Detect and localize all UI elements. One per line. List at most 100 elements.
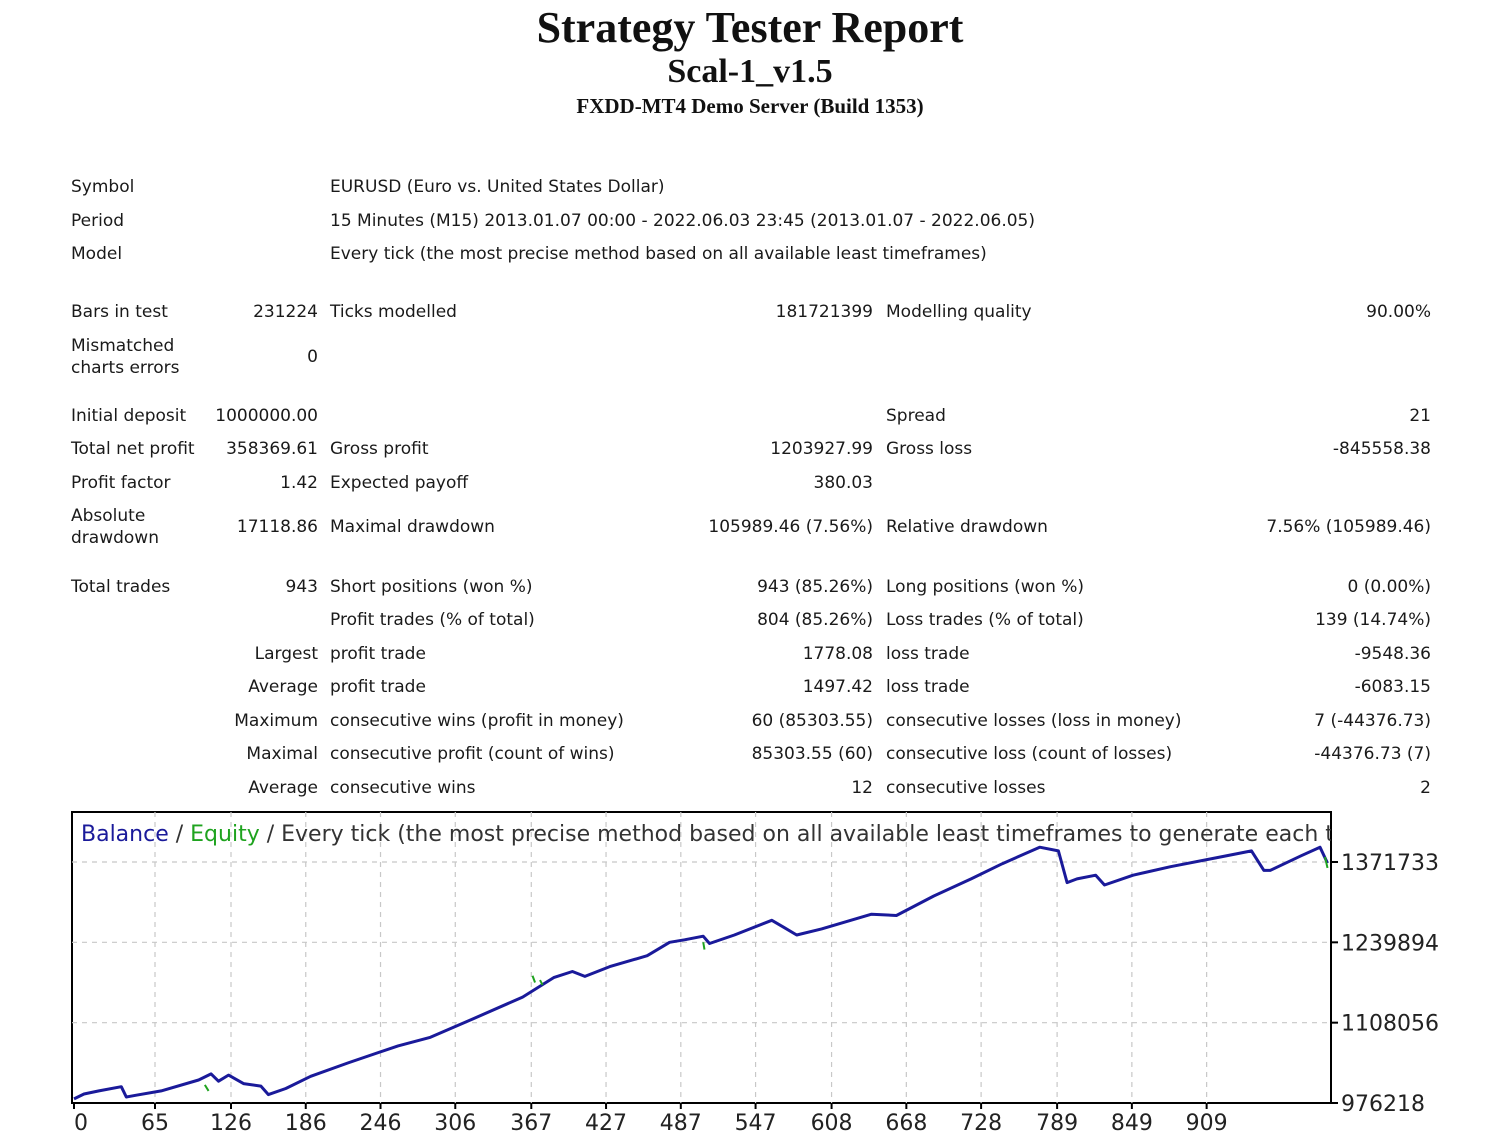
x-tick-label: 306: [434, 1111, 476, 1136]
x-tick-label: 547: [735, 1111, 777, 1136]
largest-profit-label: profit trade: [330, 644, 426, 664]
avg-wins-label: consecutive wins: [330, 778, 476, 798]
x-axis: 0 65 126 186 246 306 367 427 487 547 608 668 728 789 8…: [73, 1103, 1228, 1136]
largest-profit-value: 1778.08: [802, 644, 873, 664]
deposit-label: Initial deposit: [71, 406, 187, 426]
equity-dip: [702, 942, 706, 950]
trades-label: Total trades: [71, 577, 171, 597]
x-tick-label: 789: [1036, 1111, 1078, 1136]
legend-balance: Balance: [81, 822, 169, 847]
x-tick-label: 608: [811, 1111, 853, 1136]
max-losses-value: 7 (-44376.73): [1314, 711, 1431, 731]
maximum-label: Maximum: [234, 711, 318, 731]
period-label: Period: [71, 211, 125, 231]
grossprofit-value: 1203927.99: [770, 439, 873, 459]
mismatch-label: Mismatched charts errors: [71, 336, 180, 378]
equity-dip: [539, 979, 544, 986]
symbol-value: EURUSD (Euro vs. United States Dollar): [330, 177, 665, 197]
avg-losses-value: 2: [1420, 778, 1431, 798]
reldd-value: 7.56% (105989.46): [1266, 517, 1431, 537]
period-value: 15 Minutes (M15) 2013.01.07 00:00 - 2022…: [330, 211, 1036, 231]
grossloss-value: -845558.38: [1332, 439, 1431, 459]
legend-sep: /: [169, 822, 190, 847]
x-tick-label: 427: [585, 1111, 627, 1136]
maximal-profit-value: 85303.55 (60): [751, 744, 873, 764]
legend-description: / Every tick (the most precise method ba…: [260, 822, 1479, 847]
y-tick-label: 1239894: [1341, 931, 1439, 956]
netprofit-label: Total net profit: [71, 439, 195, 459]
symbol-label: Symbol: [71, 177, 135, 197]
model-label: Model: [71, 244, 123, 264]
reldd-label: Relative drawdown: [886, 517, 1048, 537]
ltrades-value: 139 (14.74%): [1315, 610, 1431, 630]
model-value: Every tick (the most precise method base…: [330, 244, 987, 264]
x-tick-label: 849: [1111, 1111, 1153, 1136]
largest-loss-label: loss trade: [886, 644, 970, 664]
spread-value: 21: [1409, 406, 1431, 426]
balance-line: [73, 845, 1329, 1101]
x-tick-label: 65: [141, 1111, 169, 1136]
x-tick-label: 728: [960, 1111, 1002, 1136]
average-profit-label: profit trade: [330, 677, 426, 697]
bars-label: Bars in test: [71, 302, 168, 322]
ptrades-label: Profit trades (% of total): [330, 610, 535, 630]
y-tick-label: 1108056: [1341, 1012, 1439, 1037]
ticks-value: 181721399: [775, 302, 873, 322]
ltrades-label: Loss trades (% of total): [886, 610, 1084, 630]
maximal-loss-value: -44376.73 (7): [1314, 744, 1431, 764]
mismatch-value: 0: [307, 347, 318, 367]
quality-value: 90.00%: [1366, 302, 1431, 322]
max-losses-label: consecutive losses (loss in money): [886, 711, 1182, 731]
chart-legend: Balance / Equity / Every tick (the most …: [81, 822, 1479, 847]
average-loss-value: -6083.15: [1354, 677, 1431, 697]
expert-name: Scal-1_v1.5: [667, 53, 833, 90]
equity-dip: [1324, 856, 1329, 869]
x-tick-label: 367: [510, 1111, 552, 1136]
absdd-label: Absolute drawdown: [71, 506, 159, 548]
avg-losses-label: consecutive losses: [886, 778, 1046, 798]
ptrades-value: 804 (85.26%): [757, 610, 873, 630]
avg-wins-value: 12: [851, 778, 873, 798]
x-tick-label: 668: [885, 1111, 927, 1136]
maxdd-label: Maximal drawdown: [330, 517, 495, 537]
spread-label: Spread: [886, 406, 946, 426]
x-tick-label: 487: [660, 1111, 702, 1136]
largest-label: Largest: [254, 644, 318, 664]
quality-label: Modelling quality: [886, 302, 1032, 322]
maxdd-value: 105989.46 (7.56%): [708, 517, 873, 537]
short-label: Short positions (won %): [330, 577, 533, 597]
ticks-label: Ticks modelled: [330, 302, 457, 322]
x-tick-label: 246: [360, 1111, 402, 1136]
equity-dip: [203, 1084, 210, 1092]
max-wins-label: consecutive wins (profit in money): [330, 711, 624, 731]
netprofit-value: 358369.61: [226, 439, 318, 459]
payoff-label: Expected payoff: [330, 473, 469, 493]
equity-dip: [531, 975, 536, 983]
long-label: Long positions (won %): [886, 577, 1085, 597]
average-label: Average: [248, 677, 318, 697]
x-tick-label: 126: [210, 1111, 252, 1136]
largest-loss-value: -9548.36: [1354, 644, 1431, 664]
report-title: Strategy Tester Report: [536, 3, 964, 52]
x-tick-label: 909: [1186, 1111, 1228, 1136]
short-value: 943 (85.26%): [757, 577, 873, 597]
chart-grid: [72, 812, 1331, 1103]
y-axis: 1371733 1239894 1108056 976218: [1331, 851, 1439, 1117]
deposit-value: 1000000.00: [215, 406, 318, 426]
server-name: FXDD-MT4 Demo Server (Build 1353): [576, 94, 924, 118]
maximal-label: Maximal: [246, 744, 318, 764]
maximal-profit-label: consecutive profit (count of wins): [330, 744, 615, 764]
average-profit-value: 1497.42: [802, 677, 873, 697]
balance-equity-chart: 1371733 1239894 1108056 976218 0 65 126 186 246…: [71, 811, 1479, 1136]
absdd-value: 17118.86: [236, 517, 318, 537]
legend-equity: Equity: [190, 822, 260, 847]
pf-value: 1.42: [280, 473, 318, 493]
y-tick-label: 976218: [1341, 1092, 1425, 1117]
trades-value: 943: [285, 577, 318, 597]
series-layer: [73, 845, 1329, 1101]
maximal-loss-label: consecutive loss (count of losses): [886, 744, 1173, 764]
grossloss-label: Gross loss: [886, 439, 973, 459]
x-tick-label: 0: [74, 1111, 88, 1136]
bars-value: 231224: [253, 302, 318, 322]
pf-label: Profit factor: [71, 473, 171, 493]
